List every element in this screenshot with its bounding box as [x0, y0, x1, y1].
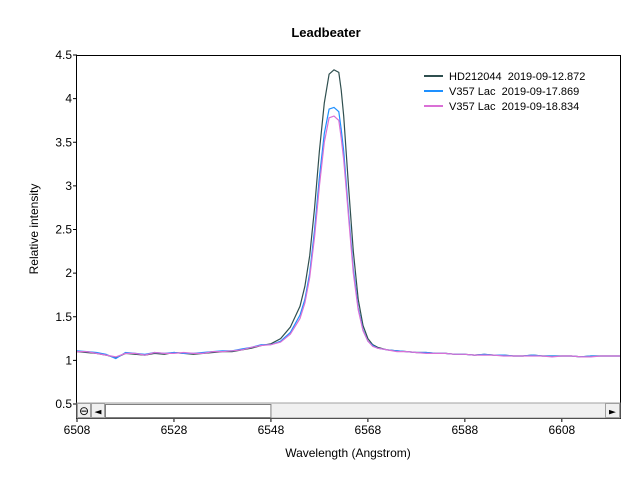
- legend-label-2: V357 Lac 2019-09-18.834: [449, 101, 579, 113]
- legend-label-1: V357 Lac 2019-09-17.869: [449, 86, 579, 98]
- y-tick-label: 0.5: [55, 397, 72, 411]
- x-tick-label: 6548: [258, 423, 285, 437]
- legend: HD212044 2019-09-12.872 V357 Lac 2019-09-…: [424, 71, 585, 113]
- legend-label-0: HD212044 2019-09-12.872: [449, 71, 585, 83]
- horizontal-scrollbar[interactable]: ⊖ ◄ ►: [76, 402, 621, 419]
- scroll-right-button-bg[interactable]: [605, 403, 620, 418]
- scroll-left-button[interactable]: ◄: [91, 403, 105, 418]
- scroll-right-button[interactable]: ►: [605, 403, 620, 418]
- y-tick-label: 4: [65, 92, 72, 106]
- right-arrow-icon[interactable]: ►: [609, 408, 616, 418]
- series-line-2: [77, 115, 620, 358]
- zoom-reset-button[interactable]: ⊖: [77, 403, 91, 419]
- left-arrow-icon[interactable]: ◄: [95, 408, 102, 418]
- y-tick-label: 3: [65, 179, 72, 193]
- y-tick-label: 2: [65, 266, 72, 280]
- y-axis: 0.5 1 1.5 2 2.5 3 3.5 4 4.5: [55, 48, 77, 411]
- x-tick-label: 6528: [161, 423, 188, 437]
- y-tick-label: 3.5: [55, 135, 72, 149]
- x-tick-label: 6608: [548, 423, 575, 437]
- y-tick-label: 1.5: [55, 310, 72, 324]
- zoom-reset-icon[interactable]: ⊖: [79, 404, 89, 418]
- y-tick-label: 1: [65, 353, 72, 367]
- zoom-reset-button-bg[interactable]: [77, 403, 91, 418]
- x-tick-label: 6508: [64, 423, 91, 437]
- y-axis-label: Relative intensity: [27, 184, 41, 275]
- scrollbar-thumb[interactable]: [105, 404, 272, 418]
- y-tick-label: 2.5: [55, 223, 72, 237]
- series-group: [77, 69, 620, 360]
- x-axis: 6508 6528 6548 6568 6588 6608: [64, 418, 575, 437]
- x-axis-label: Wavelength (Angstrom): [285, 446, 411, 460]
- chart-title: Leadbeater: [291, 25, 360, 40]
- y-tick-label: 4.5: [55, 48, 72, 62]
- x-tick-label: 6568: [355, 423, 382, 437]
- scroll-left-button-bg[interactable]: [91, 403, 105, 418]
- x-tick-label: 6588: [452, 423, 479, 437]
- plot-area: [76, 55, 621, 419]
